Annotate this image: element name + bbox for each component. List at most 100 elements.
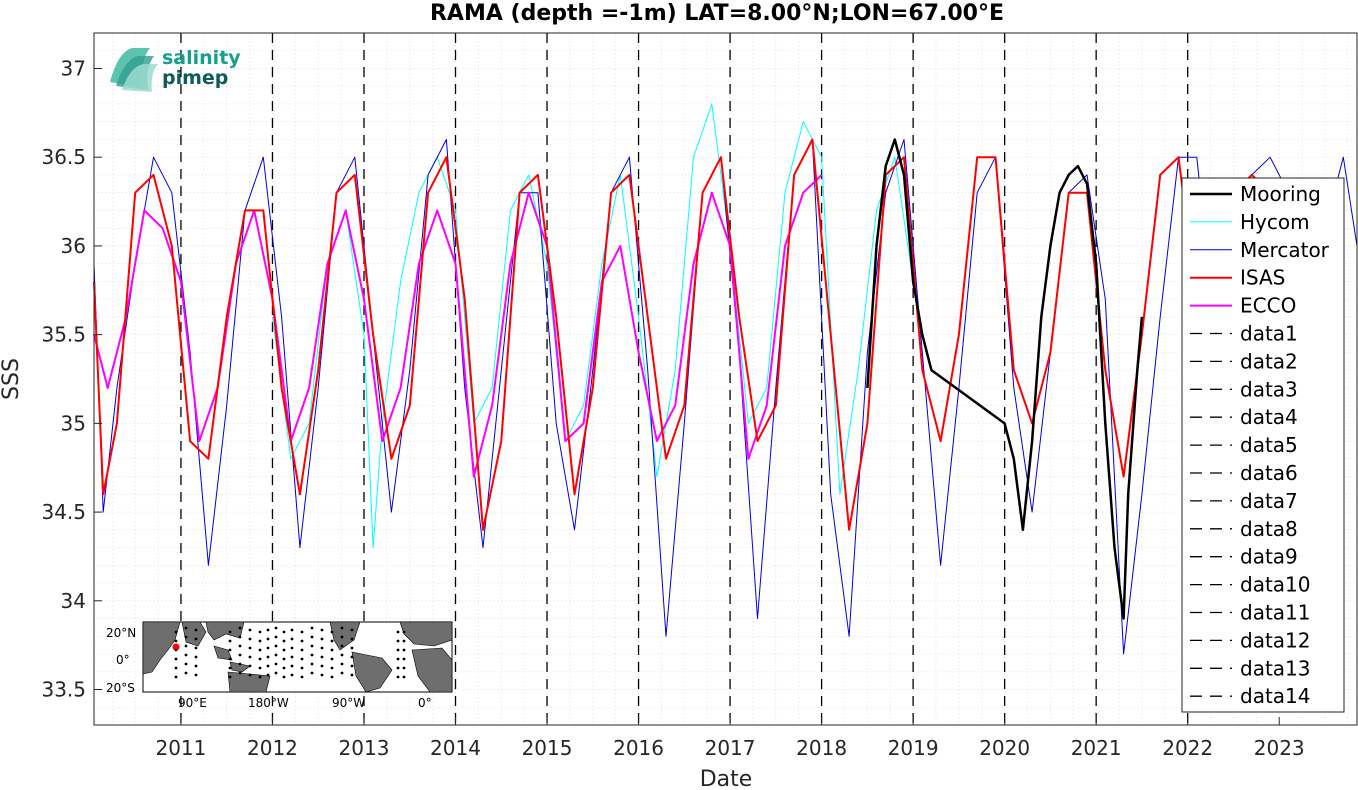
legend-label: data12 [1240, 628, 1311, 652]
x-axis-label: Date [700, 767, 753, 790]
map-lat-label-2: 0° [116, 653, 130, 667]
map-lon-label-4: 0° [418, 696, 432, 710]
buoy-dot [174, 657, 178, 661]
buoy-dot [290, 655, 294, 659]
buoy-dot [238, 662, 242, 666]
x-tick-label: 2021 [1071, 736, 1122, 760]
buoy-dot [238, 626, 242, 630]
y-tick-label: 36 [61, 234, 86, 258]
buoy-dot [194, 664, 198, 668]
y-tick-label: 33.5 [41, 678, 86, 702]
x-tick-label: 2012 [247, 736, 298, 760]
buoy-dot [282, 639, 286, 643]
buoy-dot [266, 628, 270, 632]
y-tick-label: 37 [61, 56, 86, 80]
buoy-dot [340, 635, 344, 639]
buoy-dot [396, 639, 400, 643]
buoy-dot [266, 664, 270, 668]
buoy-dot [402, 639, 406, 643]
buoy-dot [184, 635, 188, 639]
legend-item: data3 [1190, 377, 1298, 401]
chart-title: RAMA (depth =-1m) LAT=8.00°N;LON=67.00°E [430, 1, 1004, 26]
buoy-dot [350, 664, 354, 668]
buoy-dot [330, 648, 334, 652]
y-tick-label: 35.5 [41, 323, 86, 347]
map-lat-label-1: 20°N [106, 626, 136, 640]
buoy-dot [282, 648, 286, 652]
legend-label: Hycom [1240, 210, 1310, 234]
buoy-dot [282, 657, 286, 661]
buoy-dot [330, 630, 334, 634]
x-tick-label: 2011 [155, 736, 206, 760]
legend-item: Mooring [1190, 182, 1321, 206]
buoy-dot [282, 675, 286, 679]
buoy-dot [238, 644, 242, 648]
map-lon-label-3: 90°W [332, 696, 365, 710]
buoy-dot [330, 657, 334, 661]
buoy-dot [340, 644, 344, 648]
inset-map: 20°N 0° 20°S 90°E 180°W 90°W 0° [106, 621, 453, 710]
buoy-dot [174, 666, 178, 670]
buoy-dot [228, 639, 232, 643]
buoy-dot [228, 630, 232, 634]
buoy-dot [320, 646, 324, 650]
buoy-dot [228, 675, 232, 679]
buoy-dot [350, 673, 354, 677]
legend-item: Hycom [1190, 210, 1310, 234]
legend-label: data9 [1240, 545, 1298, 569]
buoy-dot [228, 657, 232, 661]
plot-area [94, 33, 1357, 725]
buoy-dot [290, 628, 294, 632]
legend-item: data8 [1190, 517, 1298, 541]
buoy-dot [402, 657, 406, 661]
buoy-dot [310, 644, 314, 648]
x-tick-label: 2023 [1254, 736, 1305, 760]
legend-item: data13 [1190, 656, 1311, 680]
buoy-dot [266, 673, 270, 677]
legend-item: data5 [1190, 433, 1298, 457]
legend-item: data7 [1190, 489, 1298, 513]
buoy-dot [310, 671, 314, 675]
y-tick-label: 36.5 [41, 145, 86, 169]
buoy-dot [290, 646, 294, 650]
legend-label: data7 [1240, 489, 1298, 513]
buoy-dot [248, 655, 252, 659]
legend-label: data11 [1240, 601, 1311, 625]
buoy-dot [350, 655, 354, 659]
legend-label: Mooring [1240, 182, 1321, 206]
legend-label: data1 [1240, 322, 1298, 346]
buoy-dot [258, 666, 262, 670]
buoy-dot [258, 648, 262, 652]
buoy-dot [266, 646, 270, 650]
legend: Mooring Hycom Mercator ISAS ECCO data1 data2 da… [1181, 177, 1345, 713]
buoy-dot [258, 675, 262, 679]
buoy-dot [320, 637, 324, 641]
buoy-dot [300, 630, 304, 634]
buoy-dot [194, 637, 198, 641]
series-line-hycom [272, 103, 914, 549]
legend-label: data2 [1240, 349, 1298, 373]
legend-item: data9 [1190, 545, 1298, 569]
buoy-dot [266, 655, 270, 659]
buoy-dot [184, 653, 188, 657]
legend-label: data6 [1240, 461, 1298, 485]
buoy-dot [340, 671, 344, 675]
buoy-dot [290, 673, 294, 677]
logo-line1: salinity [162, 47, 241, 69]
buoy-dot [238, 635, 242, 639]
buoy-dot [320, 628, 324, 632]
buoy-dot [184, 626, 188, 630]
plot-frame [93, 32, 1358, 726]
y-tick-label: 34 [61, 589, 86, 613]
legend-item: Mercator [1190, 238, 1330, 262]
buoy-dot [320, 664, 324, 668]
buoy-dot [402, 666, 406, 670]
legend-item: data6 [1190, 461, 1298, 485]
buoy-dot [300, 648, 304, 652]
buoy-dot [228, 666, 232, 670]
buoy-dot [290, 637, 294, 641]
x-tick-label: 2015 [522, 736, 573, 760]
buoy-dot [238, 653, 242, 657]
buoy-dot [282, 630, 286, 634]
buoy-dot [310, 653, 314, 657]
